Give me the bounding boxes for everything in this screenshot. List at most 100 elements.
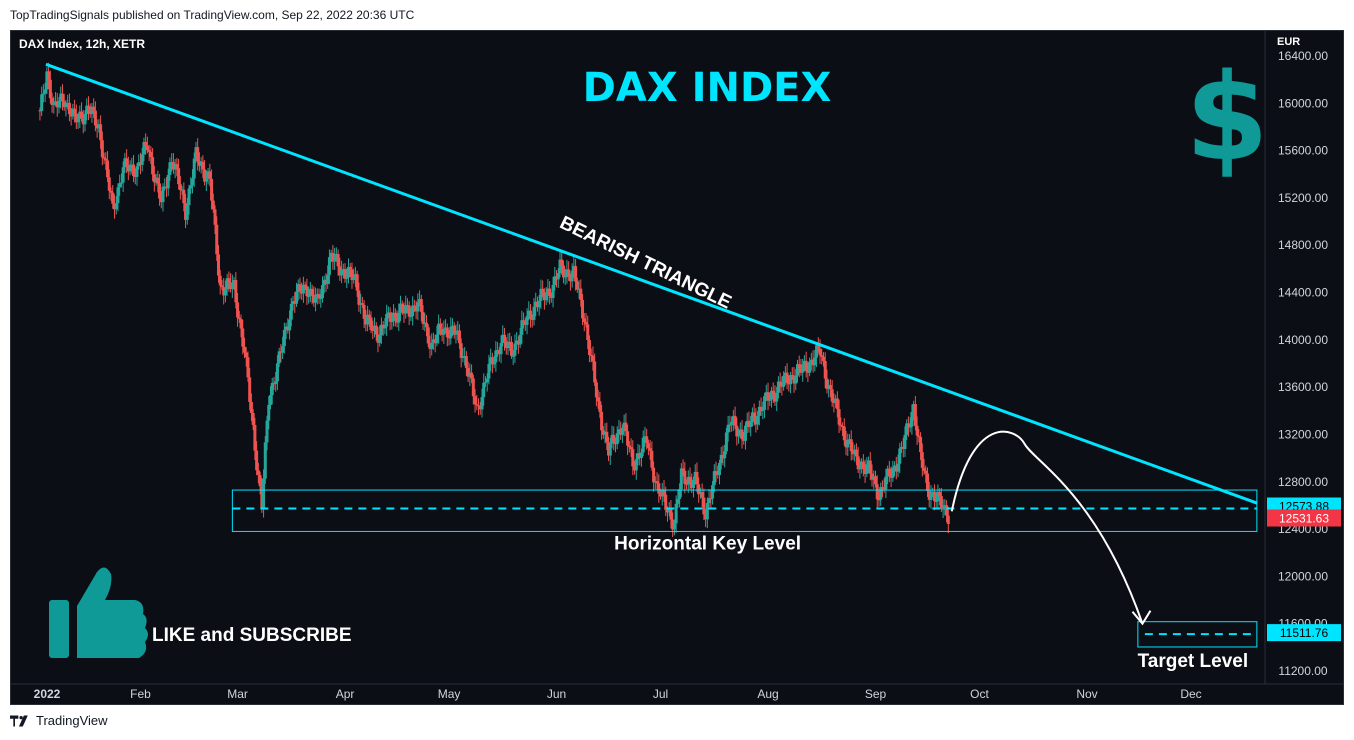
candle-body [196,147,200,162]
candle-body [851,451,855,455]
candle-body [300,291,304,294]
candle-body [782,375,786,387]
candle-body [268,395,272,405]
candle-body [331,252,335,262]
candle-body [610,434,614,444]
candle-body [764,392,768,397]
candle-body [811,359,815,366]
candle-body [626,431,630,446]
candle-body [223,289,227,296]
candle-body [834,398,838,403]
candle-body [366,314,370,325]
candle-body [123,158,127,168]
candle-body [707,498,711,504]
candle-body [705,503,709,520]
candle-body [579,288,583,300]
candle-body [913,404,917,426]
candle-body [239,318,243,329]
candle-body [350,269,354,281]
candle-body [388,312,392,322]
candle-body [376,334,380,343]
candle-body [917,435,921,437]
candle-body [322,279,326,286]
thumbs-up-icon[interactable] [49,567,148,658]
candle-body [513,343,517,356]
candle-body [847,439,851,441]
candle-body [723,451,727,459]
candle-body [445,327,449,338]
candle-body [685,483,689,485]
candle-body [378,335,382,343]
candle-body [360,303,364,305]
candle-body [617,429,621,434]
candle-body [57,100,61,108]
candle-body [671,519,675,530]
candle-body [149,151,153,158]
candle-body [771,390,775,395]
candle-body [421,311,425,324]
candle-body [927,490,931,500]
candle-body [253,424,257,451]
candle-body [804,360,808,372]
candle-body [594,382,598,398]
candle-body [560,259,564,266]
candle-body [294,291,298,304]
candle-body [873,476,877,485]
candle-body [229,282,233,290]
candle-body [95,125,99,129]
candle-body [728,424,732,426]
candle-body [92,106,96,111]
candle-body [189,185,193,189]
candle-body [553,276,557,286]
publisher-line: TopTradingSignals published on TradingVi… [10,8,415,22]
candle-body [681,468,685,471]
candle-body [518,334,522,345]
candle-body [861,461,865,470]
candle-body [605,431,609,443]
candle-body [712,471,716,486]
candle-body [835,398,839,410]
candle-body [118,183,122,188]
candle-body [197,161,201,166]
candle-body [905,423,909,435]
candle-body [145,145,149,151]
candle-body [889,476,893,478]
candle-body [180,189,184,191]
candle-body [511,355,515,357]
candle-body [698,492,702,495]
chart-panel[interactable]: 16400.00 16000.00 15600.00 15200.00 14800.00… [10,30,1344,705]
candle-body [88,110,92,115]
candle-body [776,381,780,393]
candle-body [534,301,538,307]
candle-body [102,157,106,159]
candle-body [700,492,704,498]
candle-body [664,494,668,510]
candle-body [934,501,938,503]
key-level-zone[interactable] [231,489,1258,532]
candle-body [506,341,510,349]
dollar-sign-icon: $ [1185,49,1269,188]
candle-body [941,508,945,510]
price-chart[interactable]: 16400.00 16000.00 15600.00 15200.00 14800.00… [11,31,1343,704]
candle-body [638,453,642,458]
candle-body [289,303,293,320]
candle-body [220,285,224,288]
x-tick-label: Aug [757,687,778,701]
candle-body [114,203,118,210]
candle-body [704,514,708,520]
candle-body [291,301,295,304]
candle-body [541,288,545,293]
candle-body [433,339,437,344]
candle-body [485,378,489,383]
candle-body [267,404,271,421]
candle-body [447,337,451,339]
bearish-trendline[interactable] [45,62,1258,505]
candle-body [265,420,269,443]
candle-body [608,443,612,456]
candle-body [85,105,89,115]
candle-body [912,404,916,412]
candle-body [646,443,650,449]
candle-body [345,277,349,279]
candle-body [470,372,474,379]
candle-body [206,171,210,179]
